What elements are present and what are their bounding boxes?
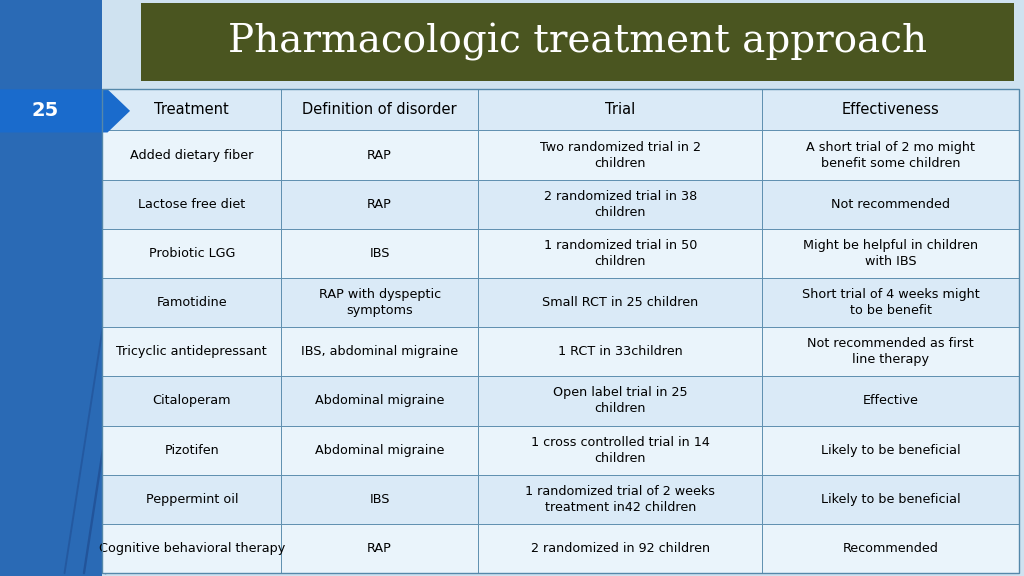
FancyBboxPatch shape	[282, 278, 478, 327]
FancyBboxPatch shape	[102, 376, 282, 426]
FancyBboxPatch shape	[762, 180, 1019, 229]
FancyBboxPatch shape	[102, 130, 282, 180]
Text: Lactose free diet: Lactose free diet	[138, 198, 246, 211]
FancyBboxPatch shape	[762, 229, 1019, 278]
FancyBboxPatch shape	[282, 130, 478, 180]
FancyBboxPatch shape	[102, 426, 282, 475]
Text: Short trial of 4 weeks might
to be benefit: Short trial of 4 weeks might to be benef…	[802, 288, 979, 317]
FancyBboxPatch shape	[762, 475, 1019, 524]
FancyBboxPatch shape	[102, 229, 282, 278]
Text: Citaloperam: Citaloperam	[153, 395, 231, 407]
Text: IBS: IBS	[370, 247, 390, 260]
Text: Definition of disorder: Definition of disorder	[302, 103, 457, 118]
Text: IBS: IBS	[370, 493, 390, 506]
Text: Likely to be beneficial: Likely to be beneficial	[821, 444, 961, 457]
FancyBboxPatch shape	[478, 180, 762, 229]
Text: Pharmacologic treatment approach: Pharmacologic treatment approach	[228, 23, 927, 60]
Text: Peppermint oil: Peppermint oil	[145, 493, 238, 506]
Text: Cognitive behavioral therapy: Cognitive behavioral therapy	[98, 542, 285, 555]
FancyBboxPatch shape	[102, 524, 282, 573]
FancyBboxPatch shape	[478, 89, 762, 130]
FancyBboxPatch shape	[102, 278, 282, 327]
Text: 25: 25	[32, 101, 58, 120]
Text: RAP with dyspeptic
symptoms: RAP with dyspeptic symptoms	[318, 288, 440, 317]
FancyBboxPatch shape	[762, 524, 1019, 573]
Text: Tricyclic antidepressant: Tricyclic antidepressant	[117, 345, 267, 358]
FancyBboxPatch shape	[0, 0, 102, 576]
Text: Not recommended: Not recommended	[831, 198, 950, 211]
FancyBboxPatch shape	[282, 229, 478, 278]
Text: RAP: RAP	[368, 542, 392, 555]
FancyBboxPatch shape	[282, 376, 478, 426]
Text: Probiotic LGG: Probiotic LGG	[148, 247, 234, 260]
Text: Not recommended as first
line therapy: Not recommended as first line therapy	[807, 338, 974, 366]
FancyBboxPatch shape	[478, 376, 762, 426]
Text: 1 cross controlled trial in 14
children: 1 cross controlled trial in 14 children	[530, 435, 710, 465]
FancyBboxPatch shape	[282, 327, 478, 376]
Text: Effectiveness: Effectiveness	[842, 103, 939, 118]
Text: Open label trial in 25
children: Open label trial in 25 children	[553, 386, 687, 415]
Text: 2 randomized in 92 children: 2 randomized in 92 children	[530, 542, 710, 555]
FancyBboxPatch shape	[282, 524, 478, 573]
Text: Abdominal migraine: Abdominal migraine	[315, 395, 444, 407]
FancyBboxPatch shape	[282, 89, 478, 130]
FancyBboxPatch shape	[282, 426, 478, 475]
Text: Trial: Trial	[605, 103, 635, 118]
FancyBboxPatch shape	[141, 3, 1014, 81]
Text: Small RCT in 25 children: Small RCT in 25 children	[542, 296, 698, 309]
Text: 1 randomized trial of 2 weeks
treatment in42 children: 1 randomized trial of 2 weeks treatment …	[525, 485, 715, 514]
Text: Famotidine: Famotidine	[157, 296, 227, 309]
FancyBboxPatch shape	[762, 130, 1019, 180]
Text: 2 randomized trial in 38
children: 2 randomized trial in 38 children	[544, 190, 697, 219]
Text: Likely to be beneficial: Likely to be beneficial	[821, 493, 961, 506]
FancyBboxPatch shape	[762, 426, 1019, 475]
Text: Abdominal migraine: Abdominal migraine	[315, 444, 444, 457]
FancyBboxPatch shape	[762, 89, 1019, 130]
FancyBboxPatch shape	[478, 278, 762, 327]
Text: IBS, abdominal migraine: IBS, abdominal migraine	[301, 345, 458, 358]
Text: Treatment: Treatment	[155, 103, 229, 118]
FancyBboxPatch shape	[282, 180, 478, 229]
Text: Recommended: Recommended	[843, 542, 939, 555]
Text: Effective: Effective	[862, 395, 919, 407]
FancyBboxPatch shape	[102, 475, 282, 524]
Text: A short trial of 2 mo might
benefit some children: A short trial of 2 mo might benefit some…	[806, 141, 975, 169]
Text: Two randomized trial in 2
children: Two randomized trial in 2 children	[540, 141, 700, 169]
FancyBboxPatch shape	[762, 278, 1019, 327]
FancyBboxPatch shape	[282, 475, 478, 524]
Text: RAP: RAP	[368, 198, 392, 211]
Text: 1 randomized trial in 50
children: 1 randomized trial in 50 children	[544, 239, 697, 268]
FancyBboxPatch shape	[102, 327, 282, 376]
FancyBboxPatch shape	[478, 475, 762, 524]
FancyBboxPatch shape	[478, 327, 762, 376]
FancyBboxPatch shape	[762, 376, 1019, 426]
FancyBboxPatch shape	[478, 130, 762, 180]
FancyBboxPatch shape	[762, 327, 1019, 376]
Text: RAP: RAP	[368, 149, 392, 161]
FancyBboxPatch shape	[478, 524, 762, 573]
FancyBboxPatch shape	[478, 426, 762, 475]
FancyBboxPatch shape	[478, 229, 762, 278]
Text: Pizotifen: Pizotifen	[165, 444, 219, 457]
Polygon shape	[0, 89, 130, 132]
FancyBboxPatch shape	[102, 180, 282, 229]
FancyBboxPatch shape	[102, 89, 282, 130]
Text: Might be helpful in children
with IBS: Might be helpful in children with IBS	[803, 239, 978, 268]
Text: Added dietary fiber: Added dietary fiber	[130, 149, 254, 161]
Text: 1 RCT in 33children: 1 RCT in 33children	[558, 345, 683, 358]
